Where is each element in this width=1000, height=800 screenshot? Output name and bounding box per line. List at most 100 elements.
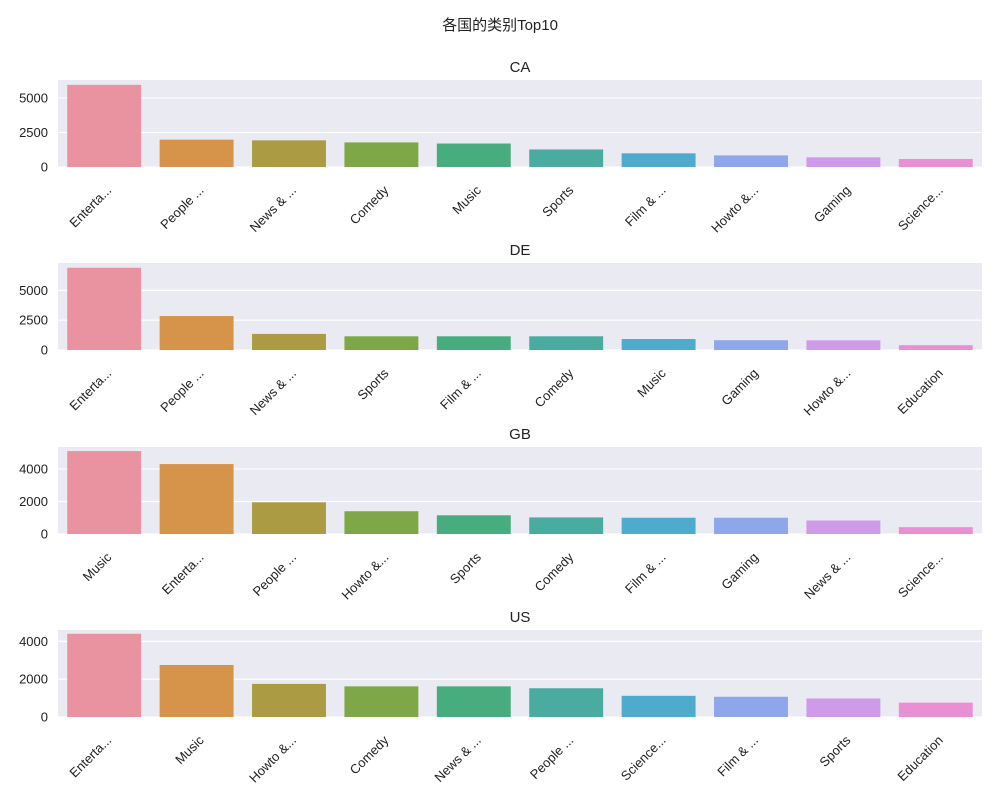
bar [344, 511, 419, 534]
bar [344, 336, 419, 350]
bar [898, 527, 973, 534]
bar [67, 633, 142, 717]
bar [621, 695, 696, 717]
bar [806, 698, 881, 717]
bar [621, 153, 696, 167]
bar [621, 517, 696, 534]
x-tick-label: Comedy [531, 549, 576, 594]
chart-panel-de: 0 2500 5000 DE Enterta... People ... News & ..… [19, 242, 982, 419]
bar [159, 464, 234, 534]
x-tick-label: News & ... [247, 366, 300, 419]
y-tick-label: 5000 [19, 283, 48, 298]
y-tick-label: 0 [41, 710, 48, 725]
bar [344, 142, 419, 167]
x-tick-label: Sports [539, 182, 577, 220]
x-tick-label: People ... [527, 733, 576, 782]
bar [806, 340, 881, 350]
bar [529, 688, 604, 717]
bar [898, 702, 973, 717]
bar [436, 143, 511, 167]
y-tick-label: 2000 [19, 494, 48, 509]
bar [252, 683, 326, 717]
y-tick-label: 0 [41, 160, 48, 175]
x-tick-label: Film & ... [622, 183, 669, 230]
chart-panel-gb: 0 2000 4000 GB Music Enterta... People ... Howt… [19, 426, 982, 603]
bar [67, 267, 142, 350]
bar [806, 157, 881, 167]
y-tick-label: 4000 [19, 634, 48, 649]
x-tick-label: Education [894, 366, 945, 417]
x-tick-label: Gaming [718, 550, 761, 593]
x-tick-label: Howto &... [801, 366, 854, 419]
y-tick-label: 4000 [19, 461, 48, 476]
bar [714, 155, 788, 167]
x-tick-label: Comedy [531, 365, 576, 410]
x-tick-label: News & ... [431, 733, 484, 786]
x-tick-label: Music [634, 365, 669, 400]
chart-panel-us: 0 2000 4000 US Enterta... Music Howto &... Come… [19, 609, 982, 786]
bar [436, 336, 511, 350]
y-tick-label: 2500 [19, 313, 48, 328]
x-tick-label: News & ... [247, 183, 300, 236]
bar [436, 686, 511, 717]
x-tick-label: News & ... [801, 550, 854, 603]
x-tick-label: People ... [157, 366, 206, 415]
bar [529, 517, 604, 534]
y-tick-label: 2000 [19, 672, 48, 687]
bar [714, 340, 788, 350]
bar [529, 336, 604, 350]
x-tick-label: Film & ... [714, 733, 761, 780]
bar [714, 517, 788, 534]
chart-title: US [510, 609, 531, 626]
bar [252, 333, 326, 350]
x-tick-label: Music [80, 549, 115, 584]
bar [621, 339, 696, 350]
bar [252, 502, 326, 534]
bar [252, 140, 326, 167]
bar [67, 451, 142, 534]
x-tick-label: Howto &... [339, 550, 392, 603]
x-tick-label: Film & ... [437, 366, 484, 413]
x-tick-label: Comedy [347, 732, 392, 777]
bar [898, 158, 973, 167]
bar [67, 84, 142, 167]
x-tick-label: Science... [895, 550, 946, 601]
y-tick-label: 5000 [19, 90, 48, 105]
x-tick-label: Enterta... [66, 733, 114, 781]
y-tick-label: 0 [41, 343, 48, 358]
x-tick-label: Music [449, 182, 484, 217]
x-tick-label: Film & ... [622, 550, 669, 597]
x-tick-label: Sports [354, 365, 392, 403]
x-tick-label: Gaming [718, 366, 761, 409]
x-tick-label: Sports [447, 549, 485, 587]
x-tick-label: Science... [895, 183, 946, 234]
bar [344, 686, 419, 717]
x-tick-label: Science... [618, 733, 669, 784]
x-tick-label: People ... [250, 550, 299, 599]
figure-title: 各国的类别Top10 [442, 17, 558, 34]
chart-panel-ca: 0 2500 5000 CA Enterta... People ... News & ..… [19, 59, 982, 236]
x-tick-label: Howto &... [246, 733, 299, 786]
x-tick-label: People ... [157, 183, 206, 232]
x-tick-label: Education [894, 733, 945, 784]
bar [159, 139, 234, 167]
bar [159, 316, 234, 350]
bar [806, 520, 881, 534]
bar [529, 149, 604, 167]
x-tick-label: Howto &... [708, 183, 761, 236]
y-tick-label: 0 [41, 527, 48, 542]
bar [159, 664, 234, 717]
chart-title: GB [509, 426, 531, 443]
bar [714, 696, 788, 717]
x-tick-label: Enterta... [66, 366, 114, 414]
x-tick-label: Enterta... [159, 550, 207, 598]
x-tick-label: Sports [816, 732, 854, 770]
x-tick-label: Gaming [811, 183, 854, 226]
x-tick-label: Comedy [347, 182, 392, 227]
chart-title: CA [510, 59, 531, 76]
y-tick-label: 2500 [19, 125, 48, 140]
bar [898, 345, 973, 350]
x-tick-label: Enterta... [66, 183, 114, 231]
